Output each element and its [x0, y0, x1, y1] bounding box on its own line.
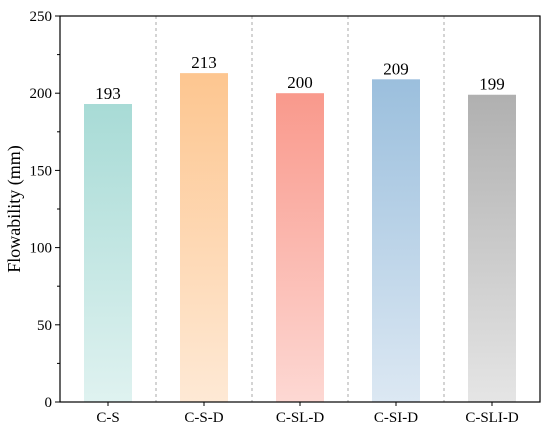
category-separators: [155, 16, 445, 402]
x-tick-label: C-SLI-D: [465, 410, 518, 426]
data-label: 209: [383, 59, 409, 78]
y-tick-label: 250: [30, 9, 53, 25]
y-tick-label: 200: [30, 86, 53, 102]
y-tick-label: 50: [37, 318, 52, 334]
data-labels-group: 193 213 200 209 199: [95, 53, 505, 103]
x-tick-label: C-S: [96, 410, 119, 426]
y-axis-ticks: 0 50 100 150 200 250: [30, 9, 60, 411]
bars-group: [84, 73, 516, 403]
y-tick-label: 0: [45, 395, 53, 411]
bar-c-s-d: [180, 73, 228, 403]
data-label: 199: [479, 75, 505, 94]
x-axis-ticks: C-S C-S-D C-SL-D C-SI-D C-SLI-D: [96, 402, 519, 426]
y-axis-label: Flowability (mm): [4, 145, 25, 273]
bar-c-s: [84, 104, 132, 403]
y-tick-label: 150: [30, 163, 53, 179]
y-tick-label: 100: [30, 241, 53, 257]
x-tick-label: C-SL-D: [276, 410, 325, 426]
bar-c-sl-d: [276, 93, 324, 402]
data-label: 193: [95, 84, 121, 103]
x-tick-label: C-SI-D: [374, 410, 418, 426]
bar-c-si-d: [372, 79, 420, 402]
data-label: 213: [191, 53, 217, 72]
data-label: 200: [287, 73, 313, 92]
bar-c-sli-d: [468, 94, 516, 402]
x-tick-label: C-S-D: [184, 410, 223, 426]
